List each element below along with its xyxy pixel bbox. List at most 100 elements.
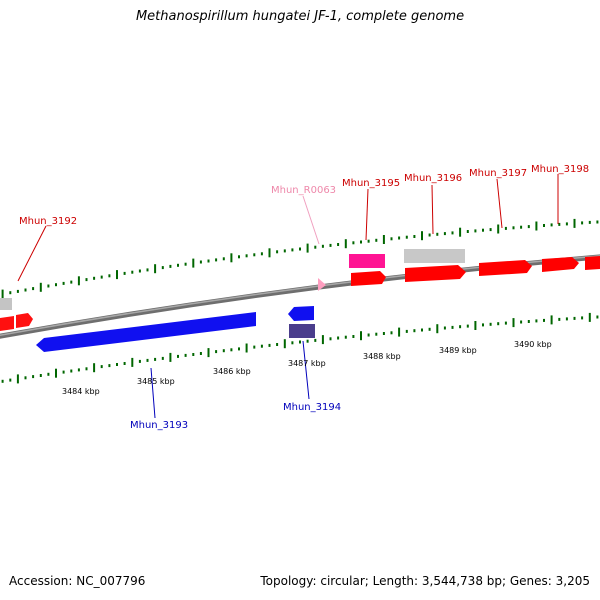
- gene-arrow-mhun-3192[interactable]: [0, 316, 14, 331]
- gene-arrow-mhun-3196[interactable]: [405, 265, 466, 282]
- minor-tick: [504, 321, 507, 325]
- gene-bar-grey-left[interactable]: [0, 298, 12, 310]
- major-tick: [421, 231, 423, 241]
- minor-tick: [466, 230, 469, 233]
- major-tick: [154, 264, 157, 274]
- minor-tick: [62, 370, 65, 374]
- minor-tick: [131, 270, 134, 274]
- label-mhun-3193[interactable]: Mhun_3193: [130, 420, 188, 431]
- minor-tick: [565, 317, 568, 321]
- label-mhun-3197[interactable]: Mhun_3197: [469, 168, 527, 179]
- minor-tick: [24, 288, 27, 292]
- scale-label: 3484 kbp: [62, 387, 100, 396]
- major-tick: [39, 282, 42, 292]
- gene-bar-mhun-3196-grey[interactable]: [404, 249, 465, 263]
- minor-tick: [32, 287, 35, 291]
- minor-tick: [337, 336, 340, 340]
- major-tick: [245, 343, 248, 353]
- gene-arrow-next[interactable]: [585, 256, 600, 270]
- minor-tick: [314, 245, 317, 249]
- minor-tick: [192, 353, 195, 356]
- minor-tick: [428, 327, 431, 331]
- major-tick: [436, 324, 439, 334]
- minor-tick: [360, 240, 362, 244]
- rna-leader-line: [302, 195, 320, 245]
- major-tick: [169, 352, 172, 362]
- major-tick: [588, 312, 591, 322]
- minor-tick: [375, 238, 378, 242]
- gene-bar-mhun-3195-rna[interactable]: [349, 254, 385, 268]
- minor-tick: [489, 228, 492, 232]
- label-mhun-r0063[interactable]: Mhun_R0063: [271, 185, 336, 196]
- label-mhun-3192[interactable]: Mhun_3192: [19, 216, 77, 227]
- minor-tick: [70, 369, 73, 373]
- minor-tick: [413, 329, 416, 333]
- minor-tick: [184, 353, 187, 357]
- major-tick: [77, 276, 80, 286]
- minor-tick: [184, 262, 187, 266]
- minor-tick: [93, 276, 96, 280]
- label-mhun-3194[interactable]: Mhun_3194: [283, 402, 341, 413]
- minor-tick: [222, 349, 225, 353]
- topology-text: Topology: circular; Length: 3,544,738 bp…: [260, 574, 590, 588]
- minor-tick: [375, 332, 378, 336]
- minor-tick: [32, 375, 35, 379]
- gene-arrow-mhun-3192b[interactable]: [16, 313, 33, 328]
- minor-tick: [329, 337, 332, 341]
- minor-tick: [47, 372, 50, 376]
- minor-tick: [238, 347, 240, 351]
- scale-label: 3490 kbp: [514, 340, 552, 349]
- rna-arrow-mhun-r0063[interactable]: [318, 278, 326, 291]
- minor-tick: [337, 243, 340, 246]
- minor-tick: [581, 221, 584, 225]
- label-mhun-3195[interactable]: Mhun_3195: [342, 178, 400, 189]
- forward-leader-lines: [17, 174, 559, 282]
- major-tick: [497, 224, 500, 234]
- minor-tick: [9, 291, 12, 295]
- gene-arrow-mhun-3193[interactable]: [36, 312, 256, 352]
- minor-tick: [253, 345, 256, 349]
- gene-arrow-mhun-3198[interactable]: [542, 257, 579, 272]
- major-tick: [131, 357, 134, 367]
- minor-tick: [321, 244, 324, 248]
- reverse-scale-ticks: [1, 312, 599, 384]
- minor-tick: [1, 379, 4, 383]
- gene-arrow-mhun-3197[interactable]: [479, 260, 532, 276]
- major-tick: [93, 363, 96, 373]
- scale-label: 3489 kbp: [439, 346, 477, 355]
- minor-tick: [352, 335, 355, 338]
- minor-tick: [558, 317, 561, 321]
- minor-tick: [77, 368, 80, 372]
- minor-tick: [24, 376, 27, 380]
- minor-tick: [55, 283, 57, 287]
- minor-tick: [199, 352, 202, 355]
- minor-tick: [116, 363, 118, 366]
- minor-tick: [543, 318, 545, 322]
- minor-tick: [39, 374, 42, 377]
- minor-tick: [367, 333, 370, 337]
- minor-tick: [283, 249, 286, 253]
- minor-tick: [489, 322, 492, 326]
- minor-tick: [177, 263, 179, 267]
- major-tick: [16, 374, 19, 384]
- minor-tick: [245, 254, 248, 258]
- minor-tick: [382, 332, 385, 335]
- minor-tick: [543, 224, 545, 227]
- minor-tick: [443, 326, 446, 330]
- scale-label: 3487 kbp: [288, 359, 326, 368]
- label-mhun-3198[interactable]: Mhun_3198: [531, 164, 589, 175]
- minor-tick: [238, 255, 240, 259]
- minor-tick: [352, 241, 355, 245]
- major-tick: [55, 368, 57, 378]
- gene-bar-mhun-3194-b[interactable]: [289, 324, 315, 338]
- label-mhun-3196[interactable]: Mhun_3196: [404, 173, 462, 184]
- minor-tick: [314, 338, 317, 342]
- gene-arrow-mhun-3195[interactable]: [351, 271, 386, 286]
- minor-tick: [436, 232, 439, 236]
- minor-tick: [596, 220, 599, 224]
- major-tick: [535, 221, 538, 231]
- major-tick: [550, 315, 553, 325]
- minor-tick: [260, 252, 263, 256]
- scale-label: 3485 kbp: [137, 377, 175, 386]
- gene-arrow-mhun-3194[interactable]: [288, 306, 314, 321]
